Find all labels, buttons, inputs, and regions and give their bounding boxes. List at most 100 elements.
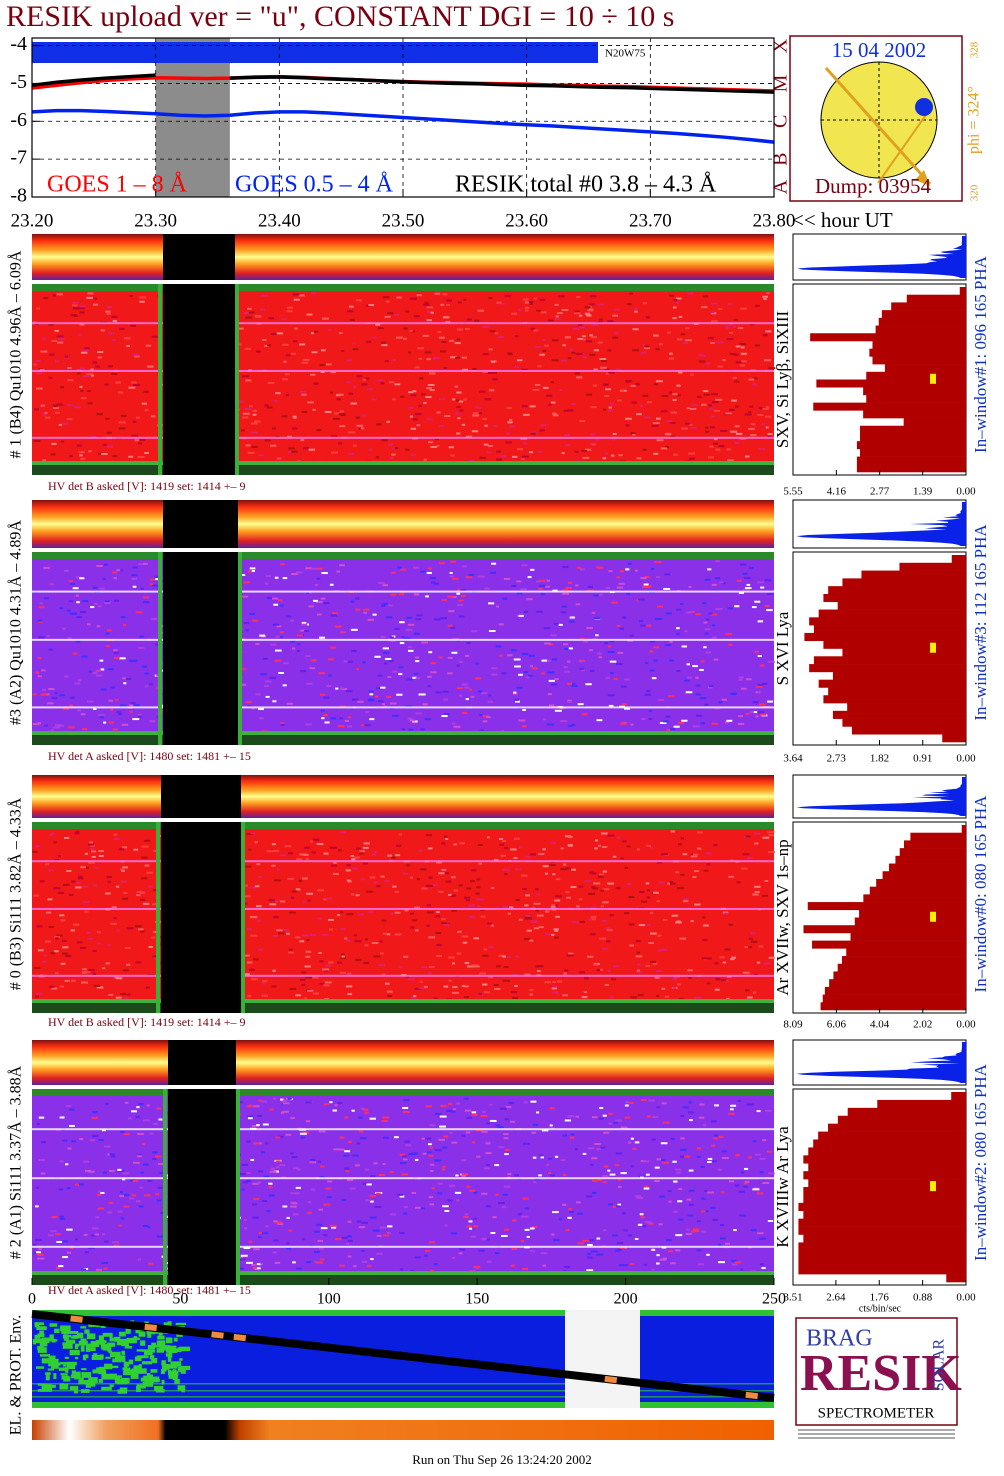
speckle [307, 899, 311, 902]
speckle [43, 597, 50, 600]
env-blob [149, 1355, 155, 1360]
speckle [353, 934, 358, 937]
speckle [320, 371, 325, 374]
speckle [120, 1130, 125, 1133]
speckle [527, 576, 532, 579]
speckle [245, 1140, 251, 1143]
speckle [636, 413, 642, 416]
speckle [612, 314, 618, 317]
speckle [470, 880, 475, 883]
speckle [286, 702, 293, 705]
speckle [38, 606, 45, 609]
env-blob [174, 1371, 179, 1376]
speckle [498, 837, 504, 840]
speckle [79, 305, 86, 308]
speckle [480, 915, 486, 918]
speckle [113, 577, 118, 580]
speckle [531, 1131, 536, 1134]
speckle [254, 885, 260, 888]
speckle [139, 1186, 144, 1189]
env-blob [146, 1330, 156, 1335]
speckle [105, 310, 111, 313]
speckle [666, 1239, 672, 1242]
speckle [305, 1101, 312, 1104]
speckle [756, 685, 763, 688]
speckle [457, 301, 462, 304]
speckle [673, 987, 677, 990]
speckle [578, 885, 584, 888]
speckle [561, 359, 567, 362]
speckle [421, 641, 429, 644]
speckle [293, 416, 297, 419]
speckle [394, 313, 400, 316]
speckle [257, 948, 264, 951]
env-blob [164, 1363, 170, 1370]
speckle [48, 925, 54, 928]
speckle [458, 884, 463, 887]
speckle [540, 311, 547, 314]
speckle [465, 576, 473, 579]
speckle [257, 1170, 264, 1173]
speckle [79, 307, 85, 310]
speckle [433, 1263, 438, 1266]
speckle [256, 905, 262, 908]
speckle [122, 897, 129, 900]
speckle [97, 1207, 104, 1210]
env-blob [41, 1358, 52, 1364]
speckle [653, 646, 660, 649]
speckle [470, 459, 475, 462]
speckle [644, 1221, 652, 1224]
speckle [287, 306, 293, 309]
speckle [281, 1100, 288, 1103]
speckle [482, 325, 490, 328]
window-label: In–window#0: 080 165 PHA [971, 795, 990, 993]
speckle [32, 723, 40, 726]
edge-band [32, 735, 774, 745]
speckle [291, 890, 298, 893]
speckle [512, 1219, 517, 1222]
speckle [609, 996, 614, 999]
speckle [290, 619, 295, 622]
speckle [618, 454, 623, 457]
pha-bar [850, 932, 966, 941]
speckle [347, 1255, 352, 1258]
speckle [280, 563, 285, 566]
speckle [307, 1211, 312, 1214]
speckle [106, 875, 112, 878]
speckle [600, 366, 607, 369]
speckle [335, 1238, 342, 1241]
speckle [607, 645, 612, 648]
speckle [675, 1249, 681, 1252]
speckle [104, 601, 111, 604]
speckle [344, 937, 348, 940]
speckle [323, 984, 330, 987]
speckle [758, 447, 765, 450]
sun-arrow [824, 66, 932, 186]
speckle [593, 594, 599, 597]
speckle [604, 368, 610, 371]
speckle [346, 381, 351, 384]
speckle [145, 344, 152, 347]
speckle [149, 578, 155, 581]
speckle [603, 1229, 607, 1232]
speckle [51, 987, 58, 990]
speckle [739, 1268, 744, 1271]
speckle [448, 893, 452, 896]
speckle [707, 456, 715, 459]
speckle [75, 1183, 80, 1186]
speckle [680, 1155, 685, 1158]
speckle [116, 977, 123, 980]
speckle [651, 1138, 656, 1141]
speckle [123, 891, 128, 894]
speckle [586, 1269, 594, 1272]
speckle [429, 577, 436, 580]
speckle [98, 1190, 102, 1193]
speckle [48, 648, 53, 651]
speckle [638, 924, 646, 927]
speckle [427, 847, 433, 850]
speckle [258, 708, 264, 711]
speckle [64, 836, 70, 839]
speckle [249, 886, 257, 889]
speckle [669, 882, 676, 885]
speckle [482, 983, 488, 986]
